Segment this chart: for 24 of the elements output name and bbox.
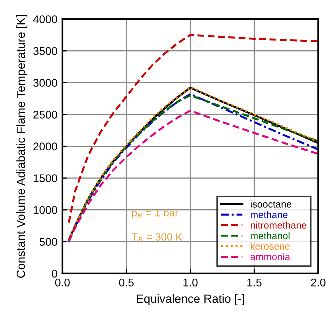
legend-label: methanol — [251, 232, 290, 240]
y-axis-title: Constant Volume Adiabatic Flame Temperature [K] — [16, 15, 28, 278]
y-tick-label: 3000 — [34, 79, 58, 88]
y-tick-label: 1000 — [34, 206, 58, 214]
y-tick-label: 1500 — [34, 174, 58, 182]
legend-label: ammonia — [250, 253, 290, 260]
y-tick-label: 4000 — [33, 16, 58, 24]
y-tick-label: 3500 — [34, 47, 58, 56]
x-axis-title: Equivalence Ratio [-] — [137, 294, 244, 306]
legend-label: nitromethane — [251, 222, 307, 229]
y-tick-label: 500 — [40, 238, 58, 246]
y-tick-label: 2000 — [34, 142, 58, 151]
annotation: T$_{R}$ = 300 K — [132, 233, 183, 242]
x-tick-label: 1.5 — [248, 278, 262, 287]
x-tick-label: 2.0 — [311, 278, 326, 287]
legend-label: isooctane — [251, 200, 292, 208]
legend-label: kerosene — [251, 242, 290, 250]
x-tick-label: 0.0 — [55, 278, 70, 287]
y-tick-label: 0 — [52, 270, 58, 278]
y-tick-label: 2500 — [34, 110, 58, 119]
x-tick-label: 0.5 — [119, 278, 134, 287]
annotation: p$_{R}$ = 1 bar — [132, 209, 178, 219]
x-tick-label: 1.0 — [184, 278, 198, 287]
legend-label: methane — [251, 211, 288, 218]
